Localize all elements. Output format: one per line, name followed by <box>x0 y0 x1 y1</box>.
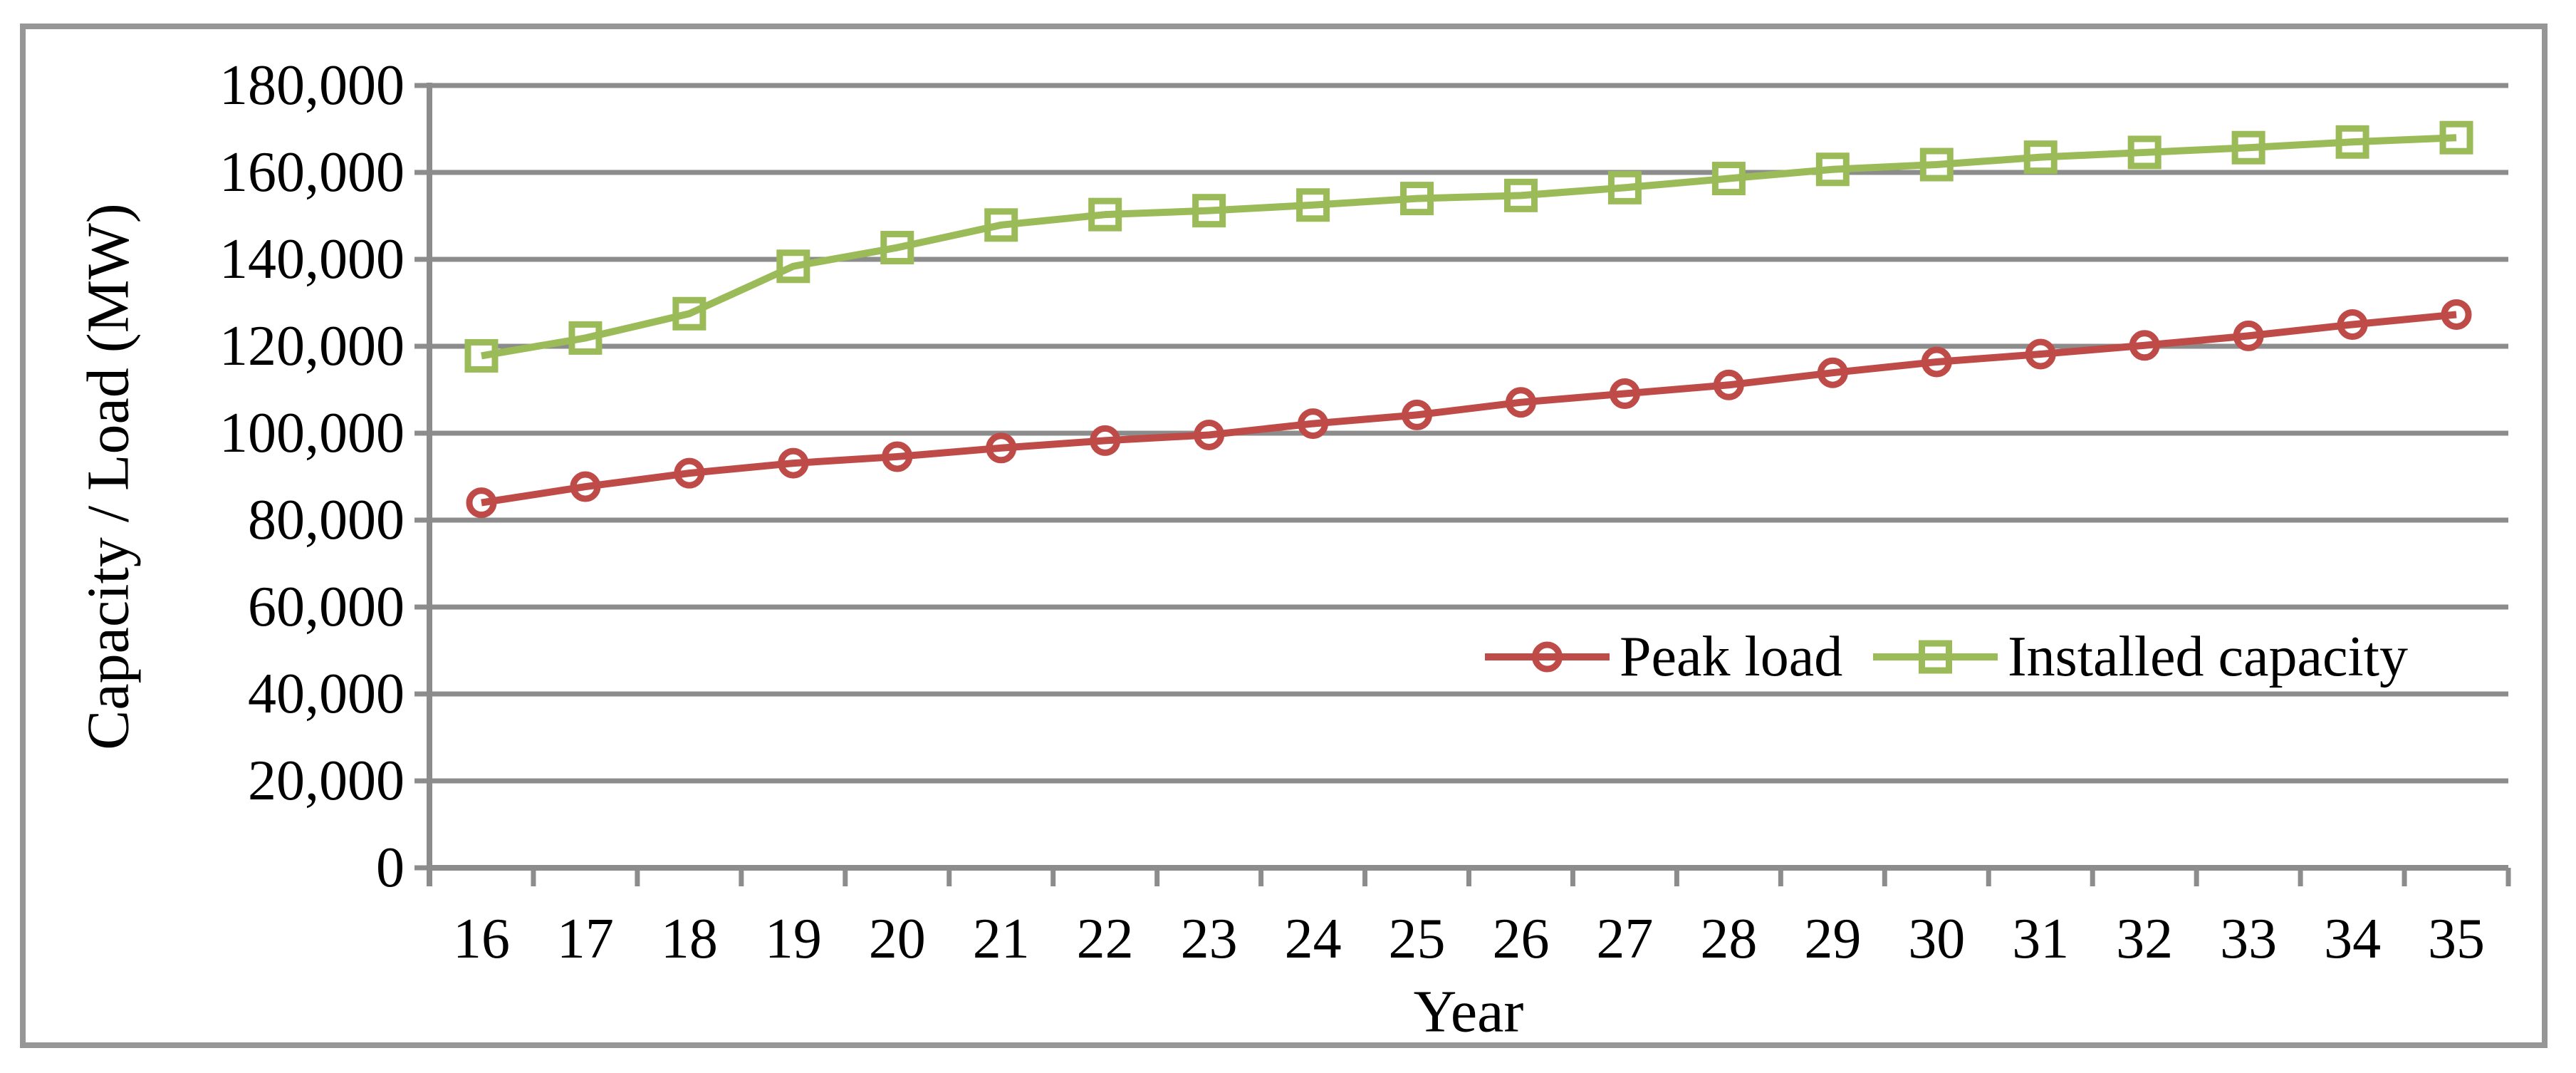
marker-square-installed-capacity-35 <box>2439 120 2473 155</box>
figure-border <box>20 24 2548 1048</box>
series-line-peak-load <box>481 311 2457 507</box>
x-tick-label: 27 <box>1596 908 1653 970</box>
marker-square-installed-capacity-31 <box>2023 140 2058 175</box>
marker-circle-peak-load-35 <box>2441 299 2472 330</box>
marker-square-installed-capacity-28 <box>1711 162 1746 196</box>
series-line-installed-capacity <box>481 134 2457 360</box>
marker-square-installed-capacity-29 <box>1815 152 1850 187</box>
marker-circle-peak-load-24 <box>1298 408 1329 440</box>
marker-circle-peak-load-20 <box>882 441 913 472</box>
legend-label-installed-capacity: Installed capacity <box>2008 626 2408 688</box>
x-tick-label: 32 <box>2116 908 2173 970</box>
marker-circle-peak-load-34 <box>2337 309 2368 340</box>
marker-circle-peak-load-21 <box>986 432 1017 464</box>
x-tick-label: 23 <box>1181 908 1238 970</box>
legend-label-peak-load: Peak load <box>1620 626 1842 688</box>
y-tick-label: 120,000 <box>219 315 405 378</box>
marker-square-installed-capacity-30 <box>1919 147 1954 182</box>
marker-square-installed-capacity-25 <box>1400 182 1434 216</box>
marker-square-installed-capacity-32 <box>2127 135 2162 170</box>
y-tick-label: 180,000 <box>219 54 405 117</box>
x-tick-label: 30 <box>1908 908 1965 970</box>
marker-circle-peak-load-33 <box>2233 320 2264 351</box>
x-tick-label: 17 <box>557 908 614 970</box>
marker-square-installed-capacity-34 <box>2335 125 2369 159</box>
marker-square-installed-capacity-22 <box>1088 197 1122 232</box>
y-axis-title: Capacity / Load (MW) <box>75 203 142 750</box>
marker-square-installed-capacity-33 <box>2231 130 2265 165</box>
marker-circle-peak-load-18 <box>674 457 705 489</box>
x-tick-label: 20 <box>869 908 926 970</box>
x-tick-label: 31 <box>2012 908 2069 970</box>
marker-circle-peak-load-25 <box>1402 399 1433 430</box>
marker-square-installed-capacity-17 <box>568 321 603 355</box>
y-tick-label: 140,000 <box>219 228 405 291</box>
x-tick-label: 29 <box>1804 908 1861 970</box>
x-tick-label: 34 <box>2324 908 2381 970</box>
marker-circle-peak-load-16 <box>466 487 497 519</box>
y-tick-label: 20,000 <box>248 750 405 812</box>
marker-square-installed-capacity-24 <box>1296 188 1330 222</box>
x-tick-label: 26 <box>1492 908 1549 970</box>
marker-circle-peak-load-26 <box>1505 387 1536 418</box>
marker-circle-peak-load-22 <box>1090 425 1121 456</box>
x-tick-label: 24 <box>1285 908 1342 970</box>
y-tick-label: 100,000 <box>219 402 405 465</box>
marker-circle-peak-load-31 <box>2025 338 2056 370</box>
marker-circle-peak-load-27 <box>1609 378 1640 409</box>
marker-square-installed-capacity-27 <box>1607 170 1642 204</box>
x-tick-label: 19 <box>765 908 822 970</box>
y-tick-label: 160,000 <box>219 141 405 204</box>
marker-circle-peak-load-28 <box>1713 369 1744 400</box>
marker-square-installed-capacity-18 <box>672 296 706 331</box>
x-tick-label: 22 <box>1077 908 1134 970</box>
x-axis-title: Year <box>1414 979 1524 1045</box>
y-tick-label: 80,000 <box>248 489 405 551</box>
marker-square-installed-capacity-19 <box>776 249 810 284</box>
legend-marker-installed-capacity <box>1919 640 1952 674</box>
marker-square-installed-capacity-16 <box>464 338 499 373</box>
x-tick-label: 25 <box>1389 908 1446 970</box>
x-tick-label: 35 <box>2428 908 2485 970</box>
x-tick-label: 28 <box>1700 908 1757 970</box>
marker-circle-peak-load-23 <box>1194 419 1225 450</box>
marker-square-installed-capacity-23 <box>1192 194 1226 228</box>
marker-square-installed-capacity-26 <box>1503 178 1538 212</box>
y-tick-label: 40,000 <box>248 663 405 725</box>
x-tick-label: 18 <box>661 908 718 970</box>
x-tick-label: 16 <box>453 908 510 970</box>
marker-circle-peak-load-32 <box>2129 330 2160 361</box>
x-tick-label: 21 <box>973 908 1030 970</box>
marker-circle-peak-load-30 <box>1921 346 1952 378</box>
y-tick-label: 0 <box>376 836 405 899</box>
legend-marker-peak-load <box>1532 641 1563 673</box>
marker-circle-peak-load-17 <box>570 471 601 502</box>
marker-square-installed-capacity-20 <box>880 231 914 265</box>
marker-circle-peak-load-19 <box>778 447 809 479</box>
marker-circle-peak-load-29 <box>1817 357 1848 388</box>
marker-square-installed-capacity-21 <box>984 208 1018 242</box>
x-tick-label: 33 <box>2220 908 2277 970</box>
y-tick-label: 60,000 <box>248 576 405 638</box>
